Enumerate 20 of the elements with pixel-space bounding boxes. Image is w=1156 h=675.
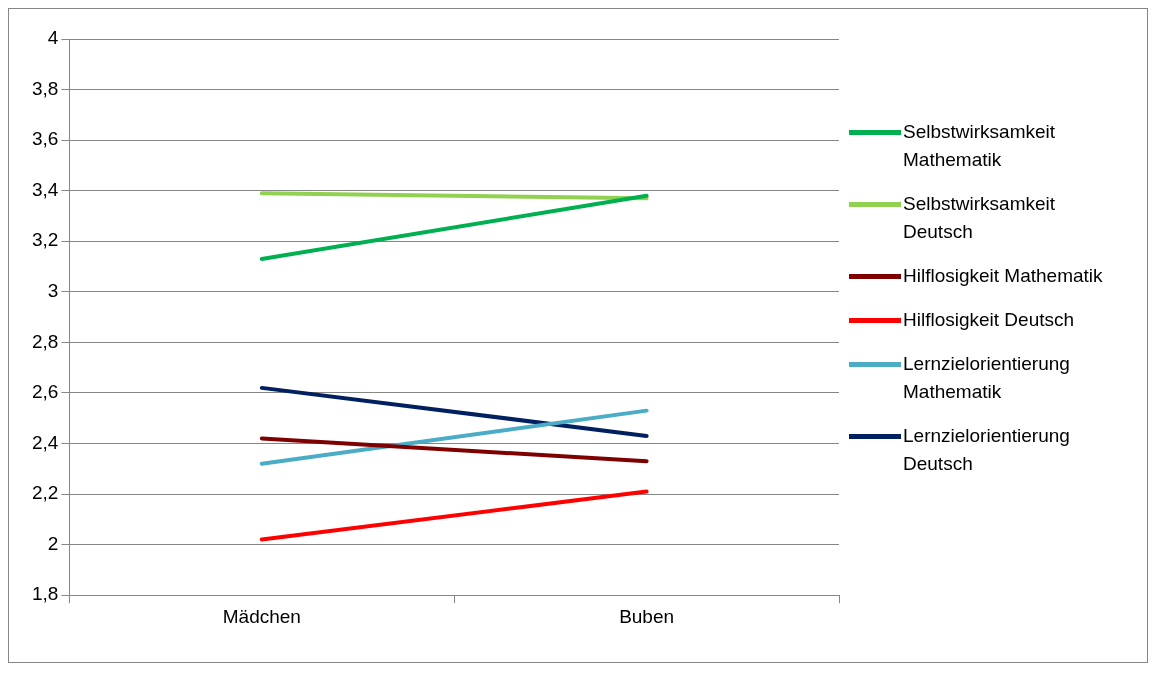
legend-label: Lernzielorientierung Mathematik (903, 351, 1071, 404)
y-tick-label: 2,4 (31, 431, 59, 453)
legend-label: Hilflosigkeit Mathematik (903, 263, 1104, 288)
y-tick-label: 3,4 (31, 178, 59, 200)
y-tick-label: 2 (47, 532, 59, 554)
y-tick-label: 3,6 (31, 128, 59, 150)
y-tick-label: 2,8 (31, 330, 59, 352)
y-tick-label: 3,8 (31, 77, 59, 99)
legend-label: Selbstwirksamkeit Deutsch (903, 191, 1057, 244)
y-tick-label: 1,8 (31, 583, 59, 605)
legend-label: Hilflosigkeit Deutsch (903, 307, 1076, 332)
y-tick-label: 3 (47, 280, 59, 302)
legend-label: Selbstwirksamkeit Mathematik (903, 119, 1057, 172)
legend-label: Lernzielorientierung Deutsch (903, 423, 1071, 476)
x-tick-label: Mädchen (222, 605, 301, 627)
y-tick-label: 4 (47, 27, 59, 49)
y-tick-label: 2,2 (31, 482, 59, 504)
x-tick-label: Buben (619, 605, 675, 627)
y-tick-label: 2,6 (31, 381, 59, 403)
y-tick-label: 3,2 (31, 229, 59, 251)
